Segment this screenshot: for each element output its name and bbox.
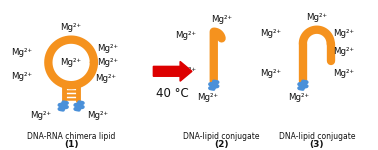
Text: Mg²⁺: Mg²⁺	[333, 69, 354, 78]
Text: Mg²⁺: Mg²⁺	[60, 23, 82, 32]
Text: Mg²⁺: Mg²⁺	[175, 67, 196, 76]
Text: Mg²⁺: Mg²⁺	[175, 31, 196, 40]
Text: Mg²⁺: Mg²⁺	[334, 47, 355, 56]
Text: Mg²⁺: Mg²⁺	[97, 58, 118, 67]
Text: Mg²⁺: Mg²⁺	[11, 48, 33, 57]
Text: Mg²⁺: Mg²⁺	[334, 29, 355, 38]
Text: Mg²⁺: Mg²⁺	[60, 58, 82, 67]
Polygon shape	[153, 61, 192, 81]
Text: DNA-RNA chimera lipid: DNA-RNA chimera lipid	[27, 132, 115, 141]
Text: DNA-lipid conjugate: DNA-lipid conjugate	[183, 132, 260, 141]
Text: Mg²⁺: Mg²⁺	[211, 15, 232, 24]
Text: Mg²⁺: Mg²⁺	[11, 72, 33, 81]
Text: 40 °C: 40 °C	[156, 87, 189, 100]
Text: (3): (3)	[310, 140, 324, 149]
Text: Mg²⁺: Mg²⁺	[30, 111, 51, 120]
Text: (1): (1)	[64, 140, 78, 149]
Text: Mg²⁺: Mg²⁺	[260, 29, 281, 38]
Text: Mg²⁺: Mg²⁺	[95, 74, 116, 83]
Text: Mg²⁺: Mg²⁺	[306, 13, 327, 22]
Text: DNA-lipid conjugate: DNA-lipid conjugate	[279, 132, 355, 141]
Text: Mg²⁺: Mg²⁺	[197, 93, 218, 102]
Text: Mg²⁺: Mg²⁺	[288, 93, 310, 102]
Text: Mg²⁺: Mg²⁺	[97, 44, 118, 53]
Text: Mg²⁺: Mg²⁺	[87, 111, 108, 120]
Text: Mg²⁺: Mg²⁺	[260, 69, 281, 78]
Text: (2): (2)	[214, 140, 229, 149]
